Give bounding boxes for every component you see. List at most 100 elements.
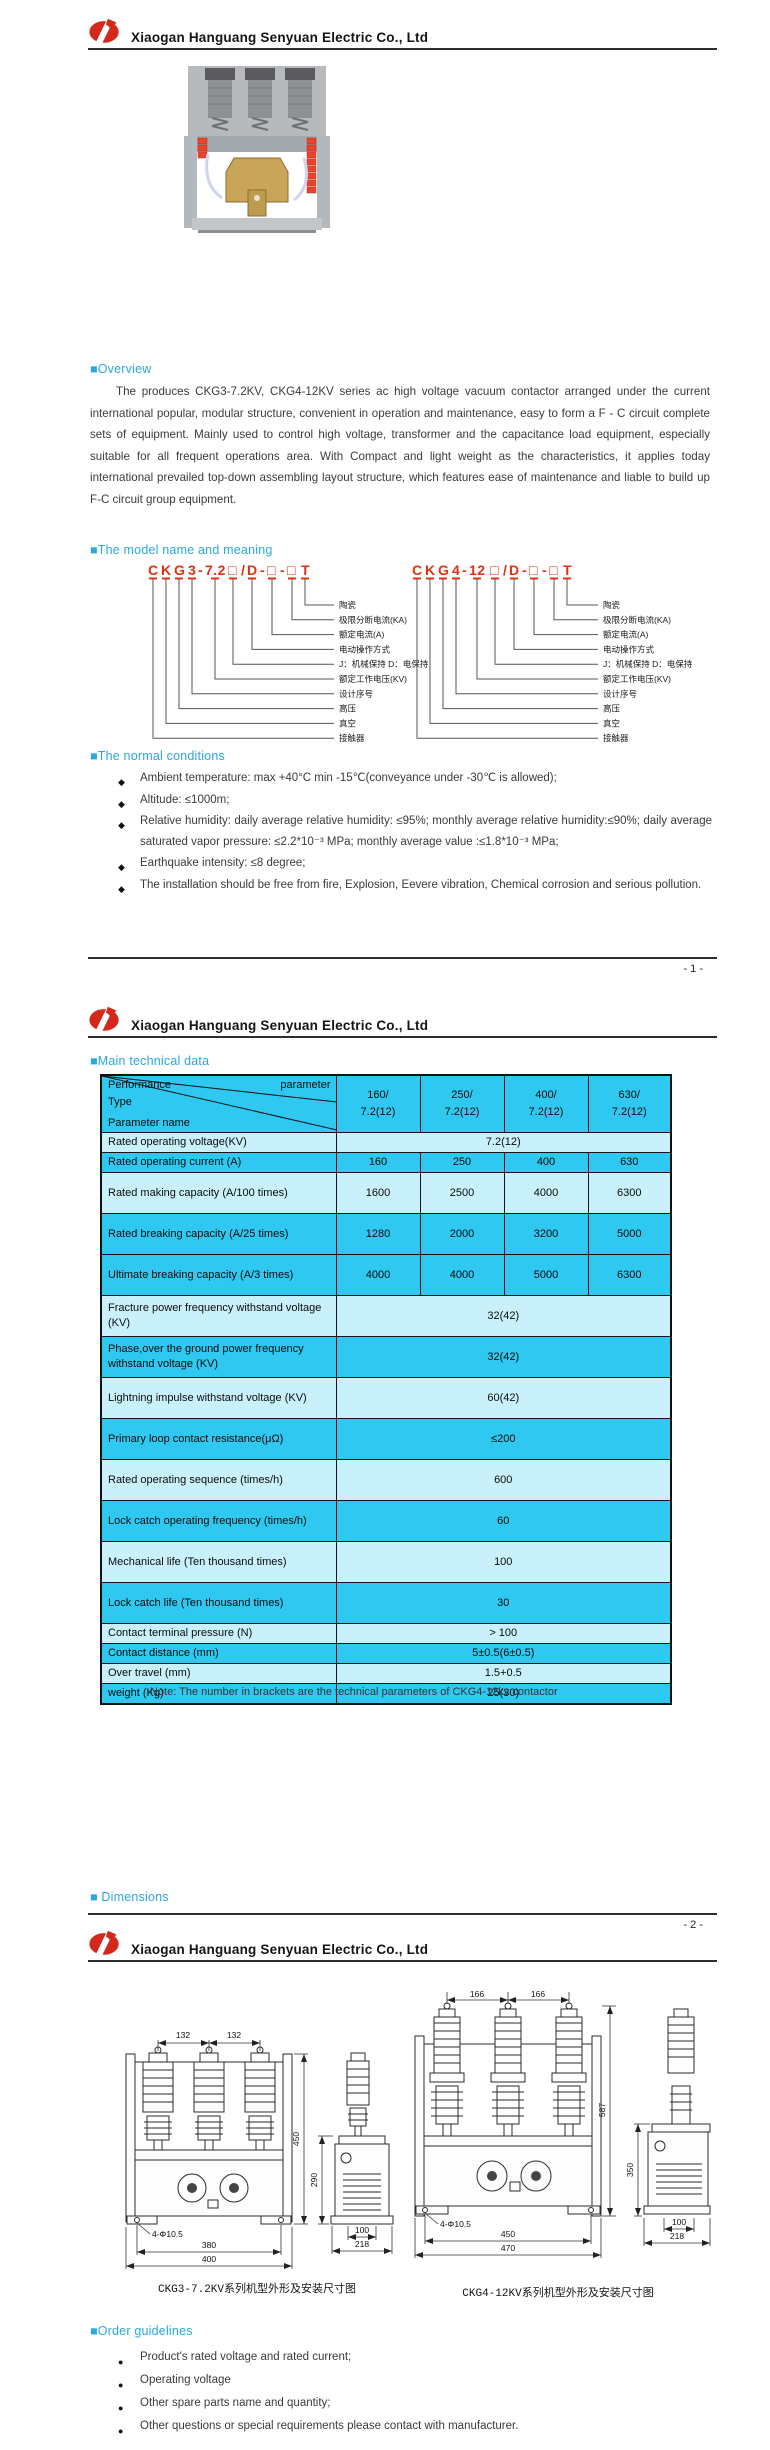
param-value-cell: 30: [335, 1582, 672, 1624]
model-diagram-ckg4: C K G 4-12 □ / D - □ - □ T陶瓷极限分断电流(KA)额定电流(A)电动操作方式…: [412, 562, 693, 743]
column-header: 400/ 7.2(12): [503, 1074, 589, 1133]
bullet-icon: ◆: [118, 883, 125, 894]
bullet-text: Relative humidity: daily average relativ…: [140, 815, 712, 848]
page-number-2: - 2 -: [683, 1919, 703, 1931]
model-meaning-label: 设计序号: [339, 689, 373, 699]
fan-connector: [455, 579, 598, 695]
param-value-cell: 6300: [587, 1254, 672, 1296]
param-name-cell: Rated operating current (A): [100, 1152, 337, 1173]
front-poles: [142, 2046, 276, 2151]
order-item: ● Operating voltage: [116, 2369, 712, 2391]
dim-label: 587: [597, 2103, 607, 2117]
table-row: Phase,over the ground power frequency wi…: [100, 1336, 672, 1378]
table-note: Note: The number in brackets are the tec…: [150, 1686, 558, 1698]
dim-label: 132: [176, 2030, 190, 2040]
param-name-cell: Rated operating voltage(KV): [100, 1132, 337, 1153]
model-meaning-label: 高压: [603, 704, 621, 714]
param-value-cell: > 100: [335, 1623, 672, 1644]
param-value-cell: 5000: [503, 1254, 589, 1296]
dim-label: 4-Φ10.5: [152, 2229, 183, 2239]
param-value-cell: 1600: [335, 1172, 421, 1214]
fan-connector: [553, 579, 598, 621]
param-value-cell: 7.2(12): [335, 1132, 672, 1153]
outline-drawing-ckg4: 166 166 587 4-Φ10.5 450 470 350 100 218: [414, 1990, 711, 2258]
param-name-cell: Lightning impulse withstand voltage (KV): [100, 1377, 337, 1419]
dim-label: 350: [625, 2163, 635, 2177]
model-meaning-label: 额定电流(A): [603, 630, 649, 640]
model-code-segment: -: [280, 562, 285, 578]
param-name-cell: Mechanical life (Ten thousand times): [100, 1541, 337, 1583]
drawing-caption-ckg3: CKG3-7.2KV系列机型外形及安装尺寸图: [157, 2284, 356, 2296]
fan-connector: [416, 579, 598, 739]
param-value-cell: 1280: [335, 1213, 421, 1255]
fan-connector: [251, 579, 334, 650]
model-meaning-label: 真空: [603, 718, 620, 728]
table-header-row: Performance parameter Type Parameter nam…: [100, 1074, 672, 1133]
table-row: Ultimate breaking capacity (A/3 times) 40…: [100, 1254, 672, 1296]
table-row: Contact distance (mm) 5±0.5(6±0.5): [100, 1643, 672, 1664]
model-code-segment: -: [522, 562, 527, 578]
dim-label: 380: [202, 2240, 216, 2250]
bullet-text: Other questions or special requirements …: [140, 2420, 519, 2432]
page2-header: Xiaogan Hanguang Senyuan Electric Co., L…: [88, 996, 717, 1038]
model-code-segment: 7.2: [205, 562, 226, 578]
model-code-segment: D: [509, 562, 520, 578]
condition-item: ◆ Altitude: ≤1000m;: [116, 790, 712, 811]
param-value-cell: 4000: [335, 1254, 421, 1296]
company-name: Xiaogan Hanguang Senyuan Electric Co., L…: [131, 30, 429, 45]
param-name-cell: Rated making capacity (A/100 times): [100, 1172, 337, 1214]
page1-header: Xiaogan Hanguang Senyuan Electric Co., L…: [88, 8, 717, 50]
param-name-cell: Lock catch operating frequency (times/h): [100, 1500, 337, 1542]
fan-connector: [232, 579, 334, 665]
corner-parameter: parameter: [280, 1079, 331, 1091]
model-code-segment: K: [425, 562, 436, 578]
table-row: Rated breaking capacity (A/25 times) 1280…: [100, 1213, 672, 1255]
dim-label: 166: [531, 1990, 545, 1999]
param-value-cell: 630: [587, 1152, 672, 1173]
table-row: Contact terminal pressure (N) > 100: [100, 1623, 672, 1644]
fan-connector: [214, 579, 334, 680]
model-meaning-label: 真空: [339, 718, 356, 728]
fan-connector: [304, 579, 334, 606]
technical-heading: ■Main technical data: [90, 1054, 210, 1068]
condition-item: ◆ Earthquake intensity: ≤8 degree;: [116, 853, 712, 874]
condition-item: ◆ Ambient temperature: max +40°C min -15℃…: [116, 768, 712, 789]
model-code-segment: □: [490, 562, 499, 578]
param-name-cell: Rated operating sequence (times/h): [100, 1459, 337, 1501]
model-meaning-label: 陶瓷: [603, 600, 621, 610]
bullet-icon: ●: [118, 2357, 124, 2367]
corner-type: Type: [108, 1096, 132, 1108]
param-name-cell: Phase,over the ground power frequency wi…: [100, 1336, 337, 1378]
dimensions-heading: ■ Dimensions: [90, 1890, 169, 1904]
outline-drawing-ckg3: 132 132 450 4-Φ10.5 380 400 290 100 218: [125, 2030, 394, 2269]
corner-performance: Performance: [108, 1079, 171, 1091]
param-value-cell: 32(42): [335, 1295, 672, 1337]
table-row: Rated operating current (A) 160 250 400 630: [100, 1152, 672, 1173]
bullet-icon: ◆: [118, 798, 125, 809]
condition-item: ◆ The installation should be free from fi…: [116, 875, 712, 896]
dim-label: 400: [202, 2254, 216, 2264]
bullet-icon: ●: [118, 2426, 124, 2436]
model-diagram-ckg3: C K G 3-7.2 □ / D - □ - □ T陶瓷极限分断电流(KA)额定电流(A)电动操作方…: [148, 562, 429, 743]
param-name-cell: Primary loop contact resistance(μΩ): [100, 1418, 337, 1460]
param-name-cell: Rated breaking capacity (A/25 times): [100, 1213, 337, 1255]
model-meaning-label: 接触器: [339, 733, 365, 743]
fan-connector: [152, 579, 334, 739]
company-logo-icon: [89, 1930, 119, 1958]
dim-label: 470: [501, 2243, 515, 2253]
model-code-segment: -: [542, 562, 547, 578]
model-code-segment: T: [301, 562, 310, 578]
product-photo: [184, 66, 330, 233]
fan-connector: [291, 579, 334, 621]
model-code-segment: □: [529, 562, 538, 578]
fan-connector: [494, 579, 598, 665]
bullet-text: Earthquake intensity: ≤8 degree;: [140, 857, 306, 869]
order-item: ● Other questions or special requirements…: [116, 2415, 712, 2437]
model-meaning-label: 额定工作电压(KV): [603, 674, 671, 684]
table-row: Rated operating sequence (times/h) 600: [100, 1459, 672, 1501]
fan-connector: [442, 579, 598, 710]
company-logo-icon: [89, 1006, 119, 1034]
model-meaning-label: 设计序号: [603, 689, 637, 699]
bullet-icon: ◆: [118, 862, 125, 872]
